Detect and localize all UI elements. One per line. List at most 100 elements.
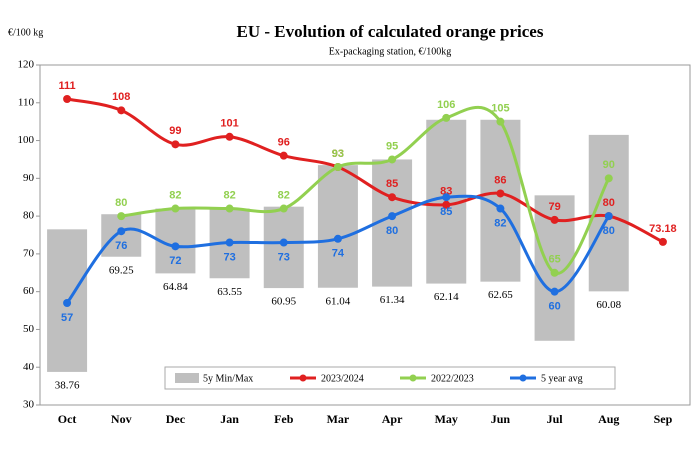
y-tick-label: 40 [23,361,35,373]
y-tick-label: 60 [23,285,35,297]
value-label: 60 [548,301,560,313]
value-label: 80 [386,225,398,237]
range-min-label: 60.95 [271,296,296,308]
y-tick-label: 30 [23,399,35,411]
y-tick-label: 120 [18,59,35,71]
value-label: 65 [548,254,560,266]
legend-marker [409,374,417,382]
range-min-label: 63.55 [217,286,242,298]
value-label: 79 [548,201,560,213]
value-label: 76 [115,240,127,252]
value-label: 106 [437,99,455,111]
point [171,242,180,251]
value-label: 90 [603,159,615,171]
value-label: 73 [223,251,235,263]
value-label: 111 [59,80,76,92]
x-tick-label: Dec [166,412,186,426]
range-min-label: 60.08 [596,299,621,311]
chart-subtitle: Ex-packaging station, €/100kg [329,46,451,57]
point [604,174,613,183]
point [388,155,397,164]
value-label: 85 [386,178,398,190]
point [550,268,559,277]
x-tick-label: Jan [220,412,239,426]
value-label: 82 [278,189,290,201]
value-label: 85 [440,206,452,218]
value-label: 73 [278,251,290,263]
point [117,227,126,236]
x-tick-label: Jul [547,412,564,426]
value-label: 93 [332,148,344,160]
legend-label: 2022/2023 [431,373,474,384]
value-label: 73.18 [649,223,677,235]
point [63,95,72,103]
y-tick-label: 80 [23,210,35,222]
value-label: 57 [61,312,73,324]
point [279,204,288,213]
value-label: 80 [603,197,615,209]
point [604,212,613,221]
point [279,151,288,160]
point [496,117,505,126]
point [550,215,559,224]
point [550,287,559,296]
point [442,193,451,202]
plot-frame [39,64,691,406]
x-tick-label: May [435,412,458,426]
value-label: 86 [494,174,506,186]
x-tick-label: Nov [111,412,132,426]
point [333,163,342,171]
range-min-label: 62.14 [434,291,459,303]
legend-label: 5y Min/Max [203,373,253,384]
range-min-label: 64.84 [163,281,188,293]
value-label: 108 [112,91,130,103]
legend-label: 2023/2024 [321,373,364,384]
x-tick-label: Mar [327,412,350,426]
y-axis-label: €/100 kg [8,27,43,38]
x-tick-label: Apr [382,412,403,426]
value-label: 74 [332,248,345,260]
range-min-label: 61.34 [380,294,405,306]
legend-box [164,366,616,390]
point [388,193,397,202]
point [442,200,451,209]
legend-swatch [175,373,199,383]
value-label: 95 [386,140,398,152]
value-label: 82 [494,217,506,229]
point [225,204,234,213]
legend-marker [299,374,307,382]
point [442,113,451,122]
value-label: 93 [332,148,344,160]
legend-label: 5 year avg [541,373,583,384]
range-bar [101,214,142,257]
x-tick-label: Sep [654,412,673,426]
y-tick-label: 100 [18,134,35,146]
y-tick-label: 70 [23,247,35,259]
point [333,234,342,243]
range-min-label: 38.76 [55,379,80,391]
point [496,189,505,198]
point [658,237,667,246]
range-min-label: 61.04 [326,295,351,307]
x-tick-label: Aug [598,412,619,426]
value-label: 101 [220,118,238,130]
value-label: 99 [169,125,181,137]
y-tick-label: 110 [18,96,35,108]
point [117,106,126,115]
legend-marker [519,374,527,382]
point [225,238,234,247]
value-label: 105 [491,103,509,115]
range-bar [317,165,358,288]
point [117,212,126,221]
x-tick-label: Feb [274,412,294,426]
range-min-label: 62.65 [488,289,513,301]
value-label: 96 [278,137,290,149]
point [225,132,234,141]
chart-title: EU - Evolution of calculated orange pric… [237,22,544,41]
range-min-label: 69.25 [109,264,134,276]
y-tick-label: 50 [23,323,35,335]
point [63,299,72,307]
range-bar [263,206,304,289]
point [279,238,288,247]
